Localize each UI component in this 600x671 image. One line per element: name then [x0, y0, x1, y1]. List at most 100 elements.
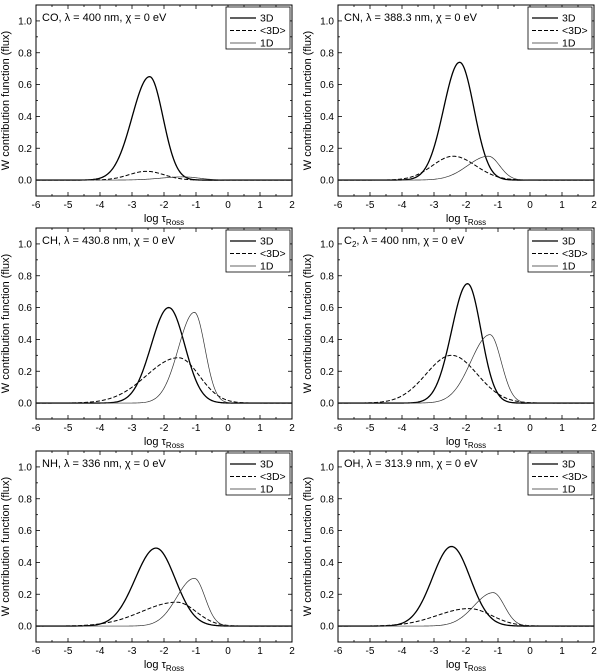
- y-tick-label: 0.6: [320, 303, 334, 314]
- legend-entry: 1D: [562, 38, 576, 50]
- legend-entry: <3D>: [260, 25, 286, 37]
- x-tick-label: -5: [64, 200, 73, 211]
- panel-title: CH, λ = 430.8 nm, χ = 0 eV: [42, 235, 176, 247]
- panel-title: CN, λ = 388.3 nm, χ = 0 eV: [344, 12, 478, 24]
- y-tick-label: 0.6: [18, 526, 32, 537]
- x-tick-label: -1: [192, 423, 201, 434]
- x-axis-label: log τRoss: [446, 659, 486, 671]
- x-tick-label: -2: [462, 200, 471, 211]
- y-tick-label: 0.4: [320, 558, 334, 569]
- x-tick-label: 2: [289, 646, 295, 657]
- legend-box: [527, 452, 593, 496]
- legend-entry: <3D>: [562, 471, 588, 483]
- x-tick-label: 2: [289, 200, 295, 211]
- x-tick-label: -3: [128, 423, 137, 434]
- y-axis-label: W contribution function (flux): [0, 31, 12, 170]
- x-tick-label: -3: [430, 646, 439, 657]
- legend-entry: 3D: [260, 459, 274, 471]
- x-tick-label: -4: [96, 423, 105, 434]
- panel-title: OH, λ = 313.9 nm, χ = 0 eV: [344, 458, 478, 470]
- y-tick-label: 0.8: [320, 494, 334, 505]
- x-axis-label: log τRoss: [144, 213, 184, 227]
- x-tick-label: 1: [257, 646, 263, 657]
- x-tick-label: -2: [160, 646, 169, 657]
- x-tick-label: -5: [366, 646, 375, 657]
- legend-entry: 3D: [562, 13, 576, 25]
- x-tick-label: 1: [257, 423, 263, 434]
- x-tick-label: -2: [462, 646, 471, 657]
- x-tick-label: 2: [591, 200, 597, 211]
- y-tick-label: 1.0: [320, 239, 334, 250]
- x-tick-label: 0: [225, 200, 231, 211]
- legend-entry: <3D>: [562, 25, 588, 37]
- series-line-3D: [338, 61, 594, 181]
- y-tick-label: 0.0: [320, 399, 334, 410]
- y-tick-label: 0.4: [320, 112, 334, 123]
- x-tick-label: -6: [334, 423, 343, 434]
- chart-panel-6: -6 -5 -4 -3 -2 -1 0 1 2 0.0 0.2 0.4 0.6 0.8 1.0 log τRo…: [302, 450, 597, 671]
- chart-panel-2: -6 -5 -4 -3 -2 -1 0 1 2 0.0 0.2 0.4 0.6 0.8 1.0 log τRo…: [302, 4, 597, 227]
- y-tick-label: 1.0: [18, 16, 32, 27]
- panel-title: CO, λ = 400 nm, χ = 0 eV: [42, 12, 167, 24]
- y-axis-label: W contribution function (flux): [302, 254, 314, 393]
- x-tick-label: -2: [160, 423, 169, 434]
- x-axis-label: log τRoss: [446, 436, 486, 450]
- x-tick-label: -3: [128, 200, 137, 211]
- x-tick-label: 0: [225, 646, 231, 657]
- x-tick-label: -6: [32, 423, 41, 434]
- legend-entry: <3D>: [562, 248, 588, 260]
- x-tick-label: -5: [366, 200, 375, 211]
- x-tick-label: -2: [160, 200, 169, 211]
- legend-entry: 3D: [562, 459, 576, 471]
- y-tick-label: 0.8: [320, 271, 334, 282]
- x-axis-label: log τRoss: [144, 659, 184, 671]
- legend: 3D<3D>1D: [527, 6, 593, 50]
- y-tick-label: 0.2: [320, 590, 334, 601]
- legend: 3D<3D>1D: [527, 229, 593, 273]
- y-tick-label: 0.4: [320, 335, 334, 346]
- y-axis-label: W contribution function (flux): [302, 477, 314, 616]
- legend-box: [225, 229, 291, 273]
- series-line-3D: [36, 75, 292, 181]
- series-line-1D: [36, 176, 292, 181]
- x-tick-label: -1: [494, 423, 503, 434]
- series-line-1D: [338, 334, 594, 404]
- y-tick-label: 1.0: [18, 239, 32, 250]
- y-axis-label: W contribution function (flux): [0, 254, 12, 393]
- series-line-1D: [338, 155, 594, 181]
- x-tick-label: 2: [591, 423, 597, 434]
- x-tick-label: 2: [591, 646, 597, 657]
- x-tick-label: 0: [527, 423, 533, 434]
- chart-panel-3: -6 -5 -4 -3 -2 -1 0 1 2 0.0 0.2 0.4 0.6 0.8 1.0 log τRo…: [0, 227, 295, 450]
- panel-title: NH, λ = 336 nm, χ = 0 eV: [42, 458, 166, 470]
- y-tick-label: 0.4: [18, 112, 32, 123]
- y-tick-label: 0.0: [18, 399, 32, 410]
- y-tick-label: 0.8: [18, 48, 32, 59]
- legend-entry: 1D: [562, 261, 576, 273]
- series-line-avg-3Davg-: [338, 155, 594, 181]
- series-line-avg-3Davg-: [36, 357, 292, 404]
- legend-entry: 1D: [260, 38, 274, 50]
- y-axis-label: W contribution function (flux): [0, 477, 12, 616]
- y-tick-label: 0.2: [320, 367, 334, 378]
- x-axis-label: log τRoss: [144, 436, 184, 450]
- series-line-avg-3Davg-: [35, 601, 292, 627]
- x-tick-label: -1: [192, 646, 201, 657]
- series-line-avg-3Davg-: [338, 354, 594, 404]
- x-tick-label: -1: [192, 200, 201, 211]
- chart-panel-1: -6 -5 -4 -3 -2 -1 0 1 2 0.0 0.2 0.4 0.6 0.8 1.0 log τRo…: [0, 4, 295, 227]
- panel-title: C2, λ = 400 nm, χ = 0 eV: [344, 235, 465, 249]
- series-line-3D: [36, 547, 292, 627]
- y-tick-label: 0.0: [18, 176, 32, 187]
- x-tick-label: -6: [32, 646, 41, 657]
- x-tick-label: -4: [398, 423, 407, 434]
- y-tick-label: 0.4: [18, 558, 32, 569]
- legend: 3D<3D>1D: [527, 452, 593, 496]
- legend-entry: 1D: [562, 484, 576, 496]
- x-tick-label: -1: [494, 200, 503, 211]
- y-tick-label: 1.0: [320, 462, 334, 473]
- y-tick-label: 0.0: [18, 622, 32, 633]
- y-tick-label: 0.0: [320, 176, 334, 187]
- x-tick-label: -4: [96, 646, 105, 657]
